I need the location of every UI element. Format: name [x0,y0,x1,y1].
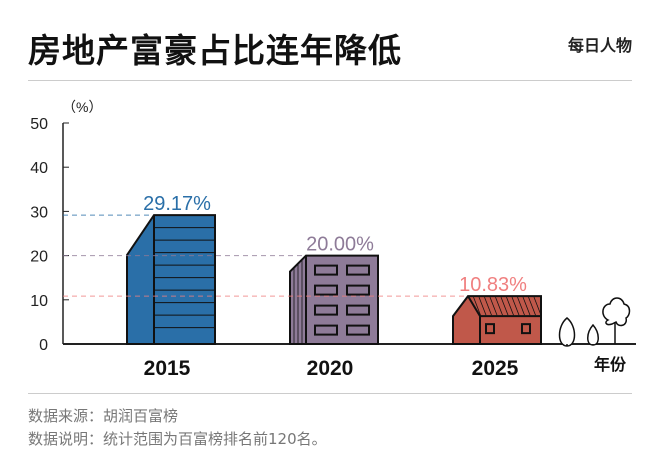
bar-2025-house [452,295,542,345]
source-note: 数据来源：胡润百富榜 [28,407,179,425]
bar-2015-building [126,214,216,345]
y-tick-label: 50 [30,116,48,133]
x-tick-label: 2025 [472,357,519,380]
data-label: 10.83% [459,274,527,296]
roof-tile [473,296,481,316]
roof-tile [528,296,536,316]
logo: 每日人物 [568,36,633,55]
roof-tile [533,296,542,316]
window [346,324,370,336]
x-axis-label: 年份 [594,355,627,374]
x-tick-label: 2015 [144,357,191,380]
y-tick-label: 0 [39,337,48,354]
y-tick-label: 10 [30,293,48,310]
roof-tile [500,296,509,316]
tree-icon [602,297,631,327]
roof-tile [489,296,498,316]
divider [28,80,632,81]
roof-tile [484,296,492,316]
window [314,264,338,276]
window [346,264,370,276]
data-label: 20.00% [306,234,374,256]
roof-tile [517,296,525,316]
window [521,323,531,335]
window [314,284,338,296]
roof-tile [478,296,487,316]
roof-tile [522,296,531,316]
y-axis-label: （%） [62,99,102,115]
page-title: 房地产富豪占比连年降低 [28,31,402,70]
window [314,304,338,316]
tree-icon [587,323,599,346]
roof-tile [495,296,503,316]
roof-tile [511,296,520,316]
window [314,324,338,336]
x-tick-label: 2020 [307,357,354,380]
tree-icon [558,317,576,347]
window [346,284,370,296]
y-tick-label: 30 [30,204,48,221]
roof-edge [467,295,481,317]
data-note: 数据说明：统计范围为百富榜排名前120名。 [28,430,327,448]
divider [28,393,632,394]
data-label: 29.17% [143,193,211,215]
window [346,304,370,316]
y-tick-label: 20 [30,249,48,266]
y-tick-label: 40 [30,160,48,177]
roof-tile [506,296,514,316]
bar-2020-building [289,254,379,345]
window [485,323,495,335]
